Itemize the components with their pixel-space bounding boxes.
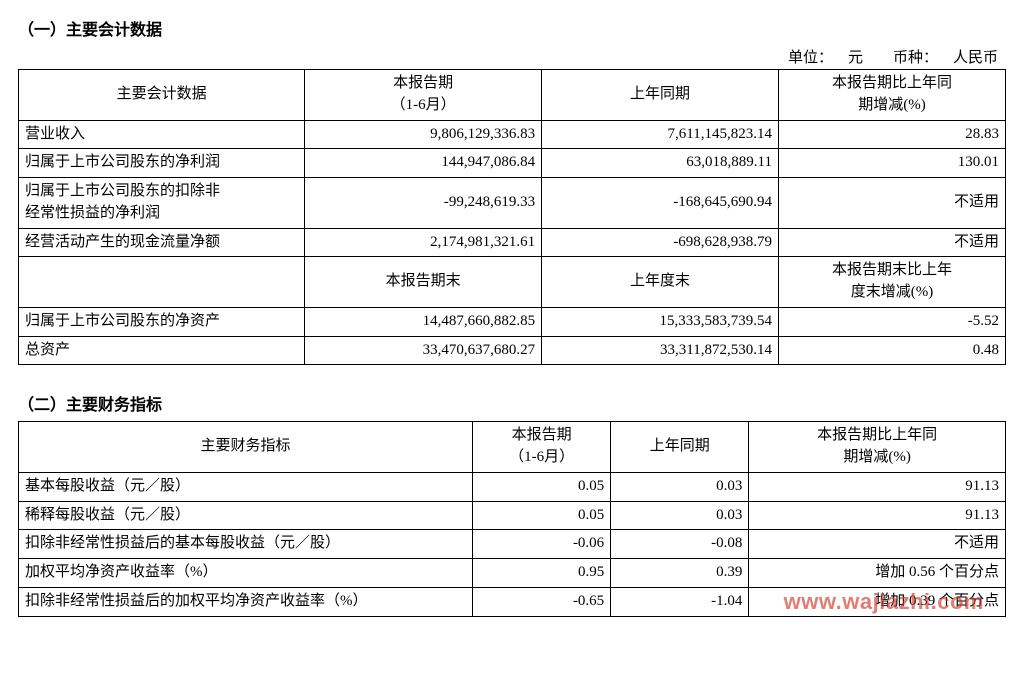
table-row: 营业收入 9,806,129,336.83 7,611,145,823.14 2… <box>19 120 1006 149</box>
table-row: 扣除非经常性损益后的加权平均净资产收益率（%） -0.65 -1.04 增加 0… <box>19 587 1006 616</box>
row-value: 9,806,129,336.83 <box>305 120 542 149</box>
row-value: -0.08 <box>611 530 749 559</box>
row-label: 稀释每股收益（元／股） <box>19 501 473 530</box>
table-row: 经营活动产生的现金流量净额 2,174,981,321.61 -698,628,… <box>19 228 1006 257</box>
row-label: 归属于上市公司股东的净利润 <box>19 149 305 178</box>
t2-header-col3: 上年同期 <box>611 422 749 473</box>
row-value: 增加 0.56 个百分点 <box>749 559 1006 588</box>
t1-header-col3: 上年同期 <box>542 70 779 121</box>
row-value: -0.06 <box>473 530 611 559</box>
unit-currency-line: 单位： 元 币种： 人民币 <box>18 46 1006 67</box>
t1-header2-col4: 本报告期末比上年 度末增减(%) <box>778 257 1005 308</box>
accounting-data-table: 主要会计数据 本报告期 （1-6月） 上年同期 本报告期比上年同 期增减(%) … <box>18 69 1006 365</box>
row-label: 归属于上市公司股东的扣除非 经常性损益的净利润 <box>19 178 305 229</box>
row-value: -698,628,938.79 <box>542 228 779 257</box>
row-label: 总资产 <box>19 336 305 365</box>
table-row: 加权平均净资产收益率（%） 0.95 0.39 增加 0.56 个百分点 <box>19 559 1006 588</box>
t1-header-col2-l1: 本报告期 <box>393 75 453 91</box>
t2-header-col4: 本报告期比上年同 期增减(%) <box>749 422 1006 473</box>
table-row: 稀释每股收益（元／股） 0.05 0.03 91.13 <box>19 501 1006 530</box>
financial-indicators-table: 主要财务指标 本报告期 （1-6月） 上年同期 本报告期比上年同 期增减(%) … <box>18 421 1006 616</box>
row-value: 0.05 <box>473 472 611 501</box>
table-row: 基本每股收益（元／股） 0.05 0.03 91.13 <box>19 472 1006 501</box>
table-row: 归属于上市公司股东的扣除非 经常性损益的净利润 -99,248,619.33 -… <box>19 178 1006 229</box>
row-value: 0.95 <box>473 559 611 588</box>
t1-header2-col1 <box>19 257 305 308</box>
t1-header2-col4-l2: 度末增减(%) <box>851 284 934 300</box>
row-value: 28.83 <box>778 120 1005 149</box>
row-label: 扣除非经常性损益后的加权平均净资产收益率（%） <box>19 587 473 616</box>
row-value: 144,947,086.84 <box>305 149 542 178</box>
row-value: 0.39 <box>611 559 749 588</box>
row-value: 63,018,889.11 <box>542 149 779 178</box>
table-row: 扣除非经常性损益后的基本每股收益（元／股） -0.06 -0.08 不适用 <box>19 530 1006 559</box>
section2-title: （二）主要财务指标 <box>18 391 1006 415</box>
row-value: -0.65 <box>473 587 611 616</box>
t1-header-col4: 本报告期比上年同 期增减(%) <box>778 70 1005 121</box>
t2-header-col4-l1: 本报告期比上年同 <box>817 427 937 443</box>
t1-header2-col3: 上年度末 <box>542 257 779 308</box>
row-label: 经营活动产生的现金流量净额 <box>19 228 305 257</box>
t2-header-col2-l2: （1-6月） <box>509 449 574 465</box>
row-value: -5.52 <box>778 307 1005 336</box>
row-value: 0.03 <box>611 472 749 501</box>
t2-header-col1: 主要财务指标 <box>19 422 473 473</box>
row-value: 15,333,583,739.54 <box>542 307 779 336</box>
row-value: 不适用 <box>778 178 1005 229</box>
row-value: 0.05 <box>473 501 611 530</box>
row-label-l2: 经常性损益的净利润 <box>25 205 160 221</box>
row-value: 0.48 <box>778 336 1005 365</box>
t1-header2-col2: 本报告期末 <box>305 257 542 308</box>
row-value: 不适用 <box>749 530 1006 559</box>
row-label: 营业收入 <box>19 120 305 149</box>
row-label: 归属于上市公司股东的净资产 <box>19 307 305 336</box>
t1-header-col2: 本报告期 （1-6月） <box>305 70 542 121</box>
section1-title: （一）主要会计数据 <box>18 16 1006 40</box>
row-value: 增加 0.39 个百分点 <box>749 587 1006 616</box>
row-value: 130.01 <box>778 149 1005 178</box>
t1-header2-col4-l1: 本报告期末比上年 <box>832 262 952 278</box>
row-value: 91.13 <box>749 472 1006 501</box>
row-value: -1.04 <box>611 587 749 616</box>
row-value: 91.13 <box>749 501 1006 530</box>
row-value: 7,611,145,823.14 <box>542 120 779 149</box>
table-row: 归属于上市公司股东的净资产 14,487,660,882.85 15,333,5… <box>19 307 1006 336</box>
t1-header-col4-l1: 本报告期比上年同 <box>832 75 952 91</box>
row-value: 33,470,637,680.27 <box>305 336 542 365</box>
row-value: 不适用 <box>778 228 1005 257</box>
table-row: 归属于上市公司股东的净利润 144,947,086.84 63,018,889.… <box>19 149 1006 178</box>
table-row: 总资产 33,470,637,680.27 33,311,872,530.14 … <box>19 336 1006 365</box>
t2-header-col4-l2: 期增减(%) <box>843 449 911 465</box>
t2-header-col2-l1: 本报告期 <box>512 427 572 443</box>
t1-header-col1: 主要会计数据 <box>19 70 305 121</box>
row-value: 0.03 <box>611 501 749 530</box>
row-label: 基本每股收益（元／股） <box>19 472 473 501</box>
t1-header-col4-l2: 期增减(%) <box>858 97 926 113</box>
row-label-l1: 归属于上市公司股东的扣除非 <box>25 183 220 199</box>
t1-header-col2-l2: （1-6月） <box>391 97 456 113</box>
row-value: -168,645,690.94 <box>542 178 779 229</box>
t2-header-col2: 本报告期 （1-6月） <box>473 422 611 473</box>
row-value: 14,487,660,882.85 <box>305 307 542 336</box>
row-label: 扣除非经常性损益后的基本每股收益（元／股） <box>19 530 473 559</box>
row-value: 33,311,872,530.14 <box>542 336 779 365</box>
row-value: -99,248,619.33 <box>305 178 542 229</box>
row-value: 2,174,981,321.61 <box>305 228 542 257</box>
row-label: 加权平均净资产收益率（%） <box>19 559 473 588</box>
